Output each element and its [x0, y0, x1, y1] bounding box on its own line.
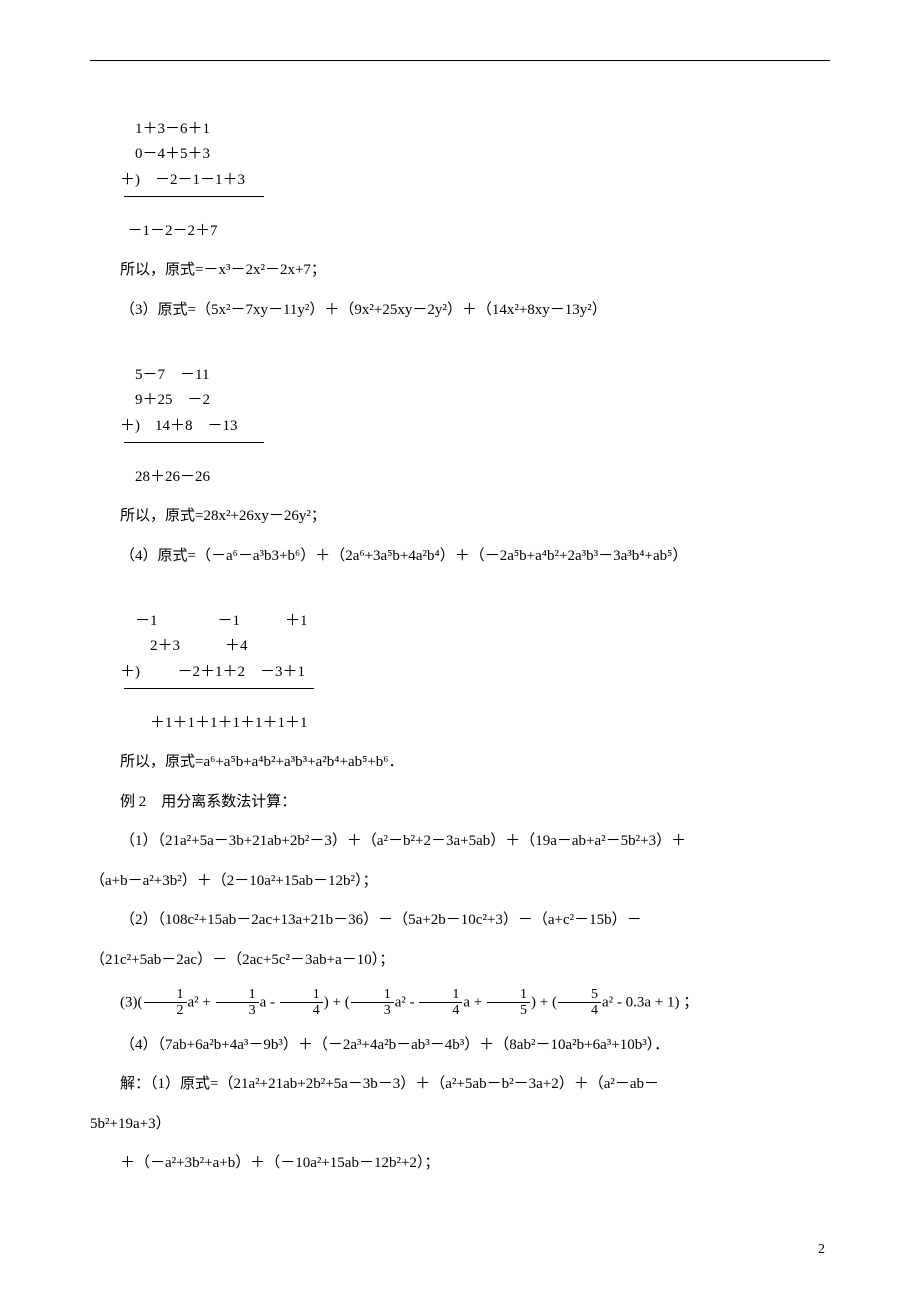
ex2-3-m5: a +	[463, 994, 486, 1010]
frac-den: 4	[280, 1003, 323, 1018]
frac-num: 1	[487, 987, 530, 1003]
expr-3: （3）原式=（5x²－7xy－11y²）＋（9x²+25xy－2y²）＋（14x…	[90, 298, 830, 324]
frac-1-3b: 13	[351, 987, 394, 1019]
frac-num: 5	[558, 987, 601, 1003]
frac-5-4: 54	[558, 987, 601, 1019]
calc-block-3: －1 －1 ＋1 2＋3 ＋4 ＋) －2＋1＋2 －3＋1 ＋1＋1＋1＋1＋…	[120, 583, 830, 736]
ex2-2-line2: （21c²+5ab－2ac）－（2ac+5c²－3ab+a－10）；	[90, 948, 830, 974]
calc3-line3: ＋) －2＋1＋2 －3＋1	[120, 664, 305, 680]
frac-num: 1	[280, 987, 323, 1003]
frac-den: 4	[558, 1003, 601, 1018]
calc3-line2: 2＋3 ＋4	[120, 638, 248, 654]
calc-block-1: 1＋3－6＋1 0－4＋5＋3 ＋) －2－1－1＋3 －1－2－2＋7	[120, 91, 830, 244]
calc1-line3: ＋) －2－1－1＋3	[120, 172, 245, 188]
solution-line3: ＋（－a²+3b²+a+b）＋（－10a²+15ab－12b²+2）；	[90, 1151, 830, 1177]
top-rule	[90, 60, 830, 61]
ex2-4-line: （4）（7ab+6a²b+4a³－9b³）＋（－2a³+4a²b－ab³－4b³…	[90, 1033, 830, 1059]
frac-den: 4	[419, 1003, 462, 1018]
ex2-3-m4: a² -	[395, 994, 419, 1010]
expr-4: （4）原式=（－a⁶－a³b3+b⁶）＋（2a⁶+3a⁵b+4a²b⁴）＋（－2…	[90, 544, 830, 570]
math-page: 1＋3－6＋1 0－4＋5＋3 ＋) －2－1－1＋3 －1－2－2＋7 所以，…	[0, 0, 920, 1302]
ex2-3-m2: a -	[260, 994, 279, 1010]
calc1-line3-wrap: ＋) －2－1－1＋3	[120, 172, 245, 188]
frac-1-3: 13	[216, 987, 259, 1019]
calc2-line2: 9＋25 －2	[120, 392, 210, 408]
frac-1-5: 15	[487, 987, 530, 1019]
calc2-line3: ＋) 14＋8 －13	[120, 418, 238, 434]
frac-1-2: 12	[144, 987, 187, 1019]
ex2-1-line1: （1）（21a²+5a－3b+21ab+2b²－3）＋（a²－b²+2－3a+5…	[90, 829, 830, 855]
calc1-result: －1－2－2＋7	[120, 223, 218, 239]
frac-den: 2	[144, 1003, 187, 1018]
ex2-3-line: (3)(12a² + 13a - 14) + (13a² - 14a + 15)…	[90, 987, 830, 1019]
ex2-3-prefix: (3)(	[120, 994, 143, 1010]
frac-num: 1	[419, 987, 462, 1003]
ex2-3-m3: ) + (	[324, 994, 350, 1010]
ex2-3-m6: ) + (	[531, 994, 557, 1010]
ex2-3-m7: a² - 0.3a + 1) ；	[602, 994, 698, 1010]
result-2: 所以，原式=28x²+26xy－26y²；	[90, 504, 830, 530]
solution-line2: 5b²+19a+3）	[90, 1112, 830, 1138]
ex2-2-line1: （2）（108c²+15ab－2ac+13a+21b－36）－（5a+2b－10…	[90, 908, 830, 934]
frac-den: 5	[487, 1003, 530, 1018]
calc3-divider	[124, 688, 314, 689]
calc3-line3-wrap: ＋) －2＋1＋2 －3＋1	[120, 664, 305, 680]
frac-den: 3	[216, 1003, 259, 1018]
calc1-line1: 1＋3－6＋1	[120, 121, 210, 137]
frac-num: 1	[144, 987, 187, 1003]
calc3-result: ＋1＋1＋1＋1＋1＋1＋1	[120, 715, 308, 731]
solution-line1: 解：（1）原式=（21a²+21ab+2b²+5a－3b－3）＋（a²+5ab－…	[90, 1072, 830, 1098]
result-1: 所以，原式=－x³－2x²－2x+7；	[90, 258, 830, 284]
frac-num: 1	[216, 987, 259, 1003]
example2-title: 例 2 用分离系数法计算：	[90, 790, 830, 816]
ex2-1-line2: （a+b－a²+3b²）＋（2－10a²+15ab－12b²）；	[90, 869, 830, 895]
frac-num: 1	[351, 987, 394, 1003]
calc2-result: 28＋26－26	[120, 469, 210, 485]
calc3-line1: －1 －1 ＋1	[120, 613, 308, 629]
result-3: 所以，原式=a⁶+a⁵b+a⁴b²+a³b³+a²b⁴+ab⁵+b⁶．	[90, 750, 830, 776]
frac-1-4: 14	[280, 987, 323, 1019]
calc-block-2: 5－7 －11 9＋25 －2 ＋) 14＋8 －13 28＋26－26	[120, 337, 830, 490]
calc1-divider	[124, 196, 264, 197]
calc2-line1: 5－7 －11	[120, 367, 209, 383]
ex2-3-m1: a² +	[188, 994, 215, 1010]
frac-1-4b: 14	[419, 987, 462, 1019]
calc2-line3-wrap: ＋) 14＋8 －13	[120, 418, 238, 434]
calc1-line2: 0－4＋5＋3	[120, 146, 210, 162]
page-number: 2	[818, 1238, 825, 1262]
frac-den: 3	[351, 1003, 394, 1018]
calc2-divider	[124, 442, 264, 443]
